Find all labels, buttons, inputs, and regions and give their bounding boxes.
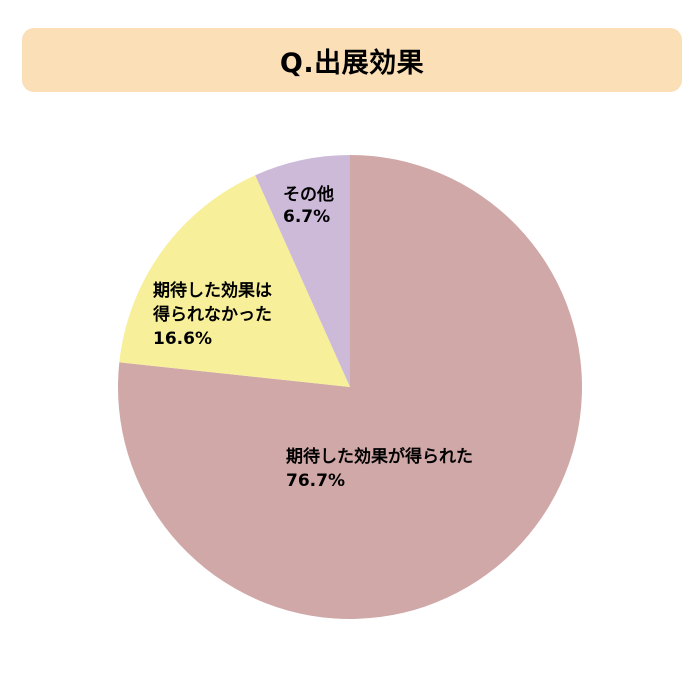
slice-label: 得られなかった <box>152 304 272 325</box>
slice-label: 期待した効果は <box>153 280 272 301</box>
slice-value-label: 16.6% <box>153 329 212 349</box>
pie-slice-2 <box>119 175 350 387</box>
slice-label: 期待した効果が得られた <box>286 446 473 467</box>
slice-value-label: 76.7% <box>286 471 345 491</box>
title-bar: Q.出展効果 <box>22 28 682 92</box>
chart-title: Q.出展効果 <box>279 47 425 79</box>
pie-slice-3 <box>255 155 350 387</box>
slice-value-label: 6.7% <box>283 207 330 227</box>
slice-label: その他 <box>283 184 334 205</box>
